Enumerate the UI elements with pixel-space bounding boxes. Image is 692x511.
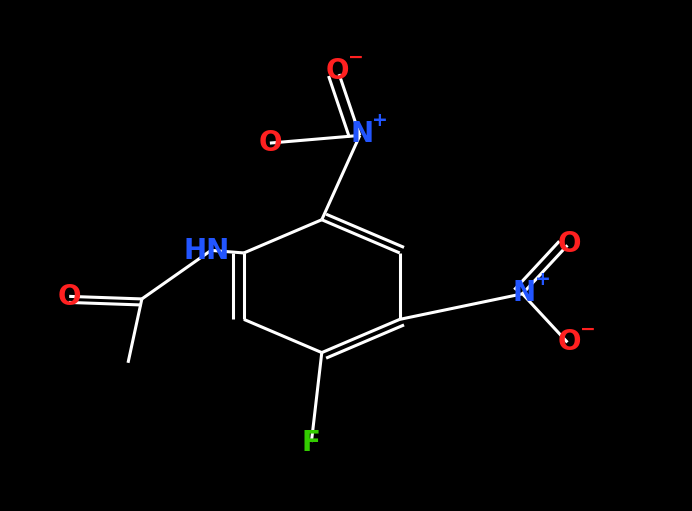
Text: F: F [302,429,321,457]
Text: O: O [326,57,349,84]
Text: HN: HN [183,238,229,265]
Text: O: O [57,284,81,311]
Text: −: − [348,48,363,67]
Text: O: O [258,129,282,157]
Text: O: O [558,329,581,356]
Text: N: N [350,120,374,148]
Text: +: + [535,270,550,289]
Text: −: − [580,319,595,339]
Text: +: + [372,111,388,130]
Text: O: O [558,230,581,258]
Text: N: N [513,279,536,307]
